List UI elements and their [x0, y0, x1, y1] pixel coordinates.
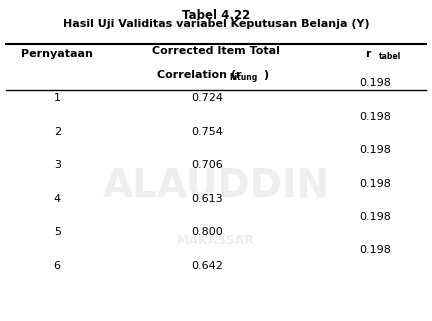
Text: 4: 4	[54, 194, 61, 204]
Text: 0.724: 0.724	[191, 93, 223, 103]
Text: MAKASSAR: MAKASSAR	[177, 234, 255, 247]
Text: 0.706: 0.706	[191, 160, 223, 170]
Text: 0.613: 0.613	[192, 194, 223, 204]
Text: r: r	[365, 49, 371, 59]
Text: ALAUDDIN: ALAUDDIN	[102, 167, 330, 205]
Text: 0.642: 0.642	[191, 261, 223, 271]
Text: Hasil Uji Validitas variabel Keputusan Belanja (Y): Hasil Uji Validitas variabel Keputusan B…	[63, 19, 369, 29]
Text: 1: 1	[54, 93, 60, 103]
Text: 0.198: 0.198	[359, 145, 391, 155]
Text: 0.198: 0.198	[359, 246, 391, 256]
Text: Pernyataan: Pernyataan	[21, 49, 93, 59]
Text: 6: 6	[54, 261, 60, 271]
Text: 3: 3	[54, 160, 60, 170]
Text: 0.800: 0.800	[191, 227, 223, 237]
Text: 0.198: 0.198	[359, 78, 391, 88]
Text: 5: 5	[54, 227, 60, 237]
Text: 0.198: 0.198	[359, 179, 391, 189]
Text: ): )	[263, 70, 268, 80]
Text: Tabel 4.22: Tabel 4.22	[182, 9, 250, 22]
Text: 0.198: 0.198	[359, 212, 391, 222]
Text: 2: 2	[54, 127, 61, 137]
Text: Correlation (r: Correlation (r	[156, 70, 241, 80]
Text: UNIVERSITAS ISLAM NEGERI: UNIVERSITAS ISLAM NEGERI	[156, 22, 276, 31]
Text: tabel: tabel	[379, 52, 401, 61]
Text: 0.754: 0.754	[191, 127, 223, 137]
Text: Corrected Item Total: Corrected Item Total	[152, 46, 280, 56]
Text: 0.198: 0.198	[359, 112, 391, 122]
Text: hitung: hitung	[230, 73, 258, 82]
